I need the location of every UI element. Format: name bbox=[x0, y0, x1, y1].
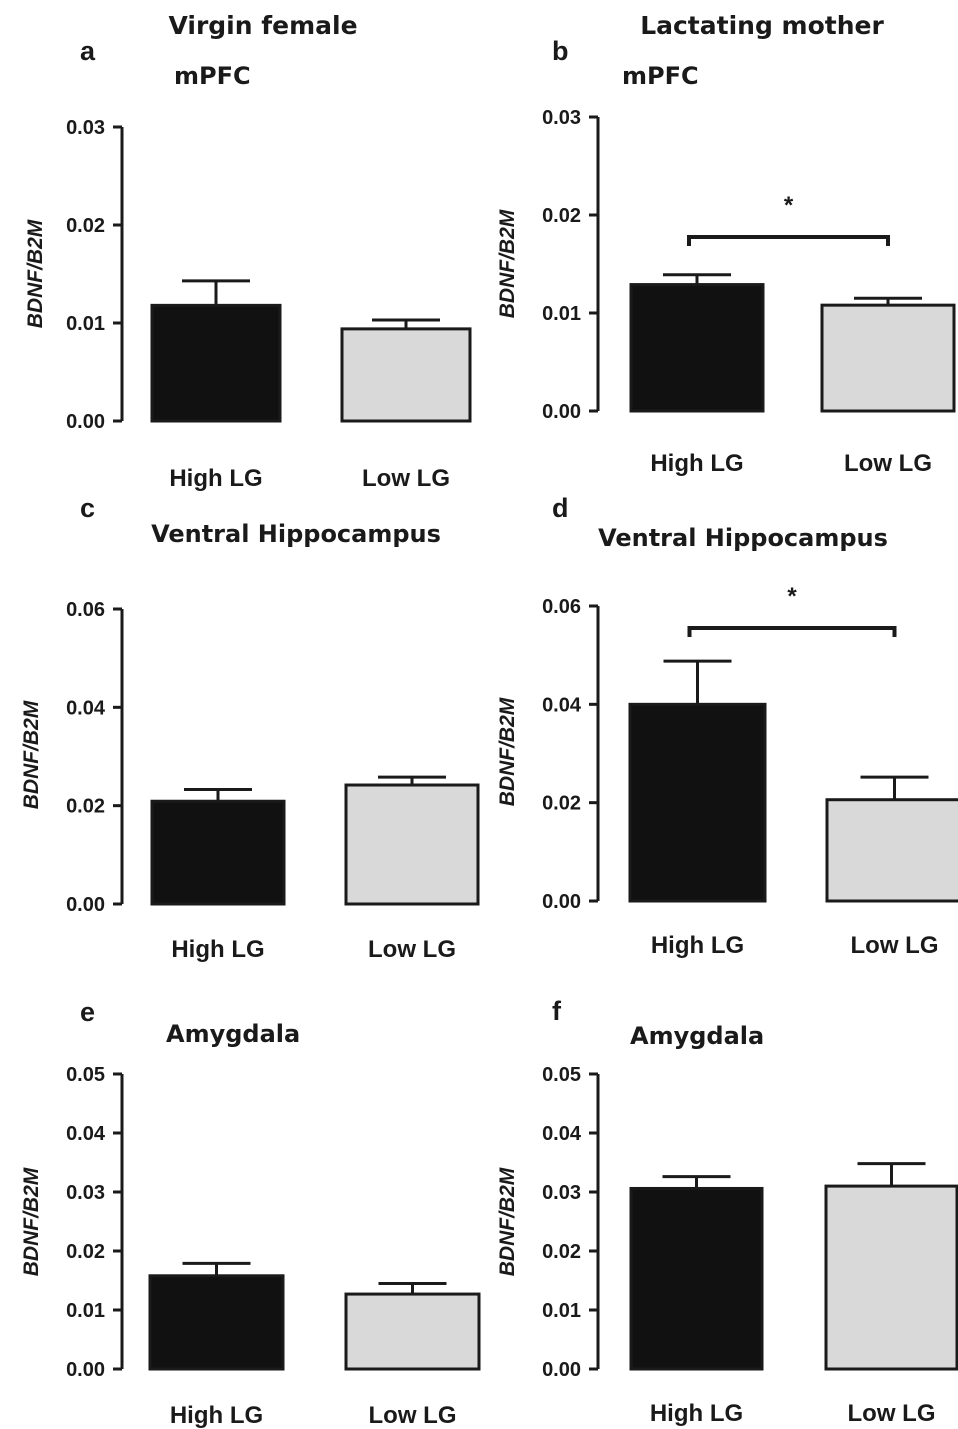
y-axis-label-a: BDNF/B2M bbox=[24, 219, 47, 328]
y-tick-label-f: 0.05 bbox=[542, 1064, 581, 1086]
panel-letter-c: c bbox=[80, 493, 95, 523]
category-label-high-lg-e: High LG bbox=[170, 1402, 263, 1429]
y-tick-label-d: 0.00 bbox=[542, 891, 581, 913]
column-title-lactating-mother: Lactating mother bbox=[640, 11, 884, 40]
panel-letter-d: d bbox=[552, 493, 569, 523]
panel-title-f: Amygdala bbox=[630, 1022, 764, 1050]
bar-low-lg-f bbox=[824, 1184, 958, 1371]
y-tick-label-b: 0.03 bbox=[542, 107, 581, 129]
bar-high-lg-a bbox=[150, 303, 282, 423]
y-tick-label-e: 0.05 bbox=[66, 1064, 105, 1086]
bar-high-lg-e bbox=[148, 1274, 285, 1371]
y-tick-label-a: 0.02 bbox=[66, 215, 105, 237]
panel-title-c: Ventral Hippocampus bbox=[151, 520, 441, 548]
category-label-high-lg-c: High LG bbox=[171, 936, 264, 963]
y-tick-label-e: 0.03 bbox=[66, 1182, 105, 1204]
y-axis-label-d: BDNF/B2M bbox=[496, 697, 519, 806]
y-axis-label-b: BDNF/B2M bbox=[496, 209, 519, 318]
panel-letter-b: b bbox=[552, 36, 569, 66]
category-label-high-lg-b: High LG bbox=[650, 450, 743, 477]
y-tick-label-a: 0.01 bbox=[66, 313, 105, 335]
category-label-low-lg-f: Low LG bbox=[848, 1400, 936, 1427]
category-label-low-lg-a: Low LG bbox=[362, 465, 450, 492]
y-tick-label-b: 0.00 bbox=[542, 401, 581, 423]
y-tick-label-f: 0.00 bbox=[542, 1359, 581, 1381]
bar-low-lg-b bbox=[820, 303, 956, 413]
bar-low-lg-a bbox=[340, 327, 472, 423]
y-tick-label-a: 0.00 bbox=[66, 411, 105, 433]
y-axis-label-e: BDNF/B2M bbox=[20, 1167, 43, 1276]
column-title-virgin-female: Virgin female bbox=[168, 11, 357, 40]
y-tick-label-b: 0.01 bbox=[542, 303, 581, 325]
bar-high-lg-f bbox=[629, 1186, 764, 1371]
bar-low-lg-d bbox=[825, 798, 958, 903]
category-label-low-lg-e: Low LG bbox=[369, 1402, 457, 1429]
significance-bracket-b bbox=[687, 235, 890, 246]
panel-title-e: Amygdala bbox=[166, 1020, 300, 1048]
y-axis-label-f: BDNF/B2M bbox=[496, 1167, 519, 1276]
panel-title-b: mPFC bbox=[622, 62, 699, 90]
y-tick-label-c: 0.06 bbox=[66, 599, 105, 621]
y-axis-label-c: BDNF/B2M bbox=[20, 700, 43, 809]
panel-letter-f: f bbox=[552, 996, 562, 1026]
panel-letter-a: a bbox=[80, 36, 96, 66]
panel-title-d: Ventral Hippocampus bbox=[598, 524, 888, 552]
category-label-low-lg-b: Low LG bbox=[844, 450, 932, 477]
category-label-high-lg-f: High LG bbox=[650, 1400, 743, 1427]
category-label-low-lg-c: Low LG bbox=[368, 936, 456, 963]
y-tick-label-c: 0.00 bbox=[66, 894, 105, 916]
y-tick-label-d: 0.02 bbox=[542, 793, 581, 815]
y-tick-label-f: 0.01 bbox=[542, 1300, 581, 1322]
bar-low-lg-e bbox=[344, 1292, 481, 1371]
y-tick-label-d: 0.04 bbox=[542, 694, 582, 716]
significance-marker-d: * bbox=[787, 583, 797, 610]
category-label-high-lg-a: High LG bbox=[169, 465, 262, 492]
y-tick-label-f: 0.03 bbox=[542, 1182, 581, 1204]
bar-low-lg-c bbox=[344, 783, 480, 906]
bar-high-lg-b bbox=[629, 283, 765, 413]
y-tick-label-c: 0.02 bbox=[66, 796, 105, 818]
y-tick-label-a: 0.03 bbox=[66, 117, 105, 139]
bar-high-lg-c bbox=[150, 799, 286, 906]
y-tick-label-e: 0.00 bbox=[66, 1359, 105, 1381]
category-label-low-lg-d: Low LG bbox=[851, 932, 939, 959]
category-label-high-lg-d: High LG bbox=[651, 932, 744, 959]
panel-letter-e: e bbox=[80, 997, 95, 1027]
panel-title-a: mPFC bbox=[174, 62, 251, 90]
y-tick-label-e: 0.02 bbox=[66, 1241, 105, 1263]
y-tick-label-e: 0.01 bbox=[66, 1300, 105, 1322]
y-tick-label-b: 0.02 bbox=[542, 205, 581, 227]
y-tick-label-f: 0.02 bbox=[542, 1241, 581, 1263]
significance-bracket-d bbox=[687, 626, 897, 637]
y-tick-label-c: 0.04 bbox=[66, 697, 106, 719]
y-tick-label-e: 0.04 bbox=[66, 1123, 106, 1145]
y-tick-label-f: 0.04 bbox=[542, 1123, 582, 1145]
bar-high-lg-d bbox=[628, 702, 767, 903]
y-tick-label-d: 0.06 bbox=[542, 596, 581, 618]
significance-marker-b: * bbox=[784, 192, 794, 219]
